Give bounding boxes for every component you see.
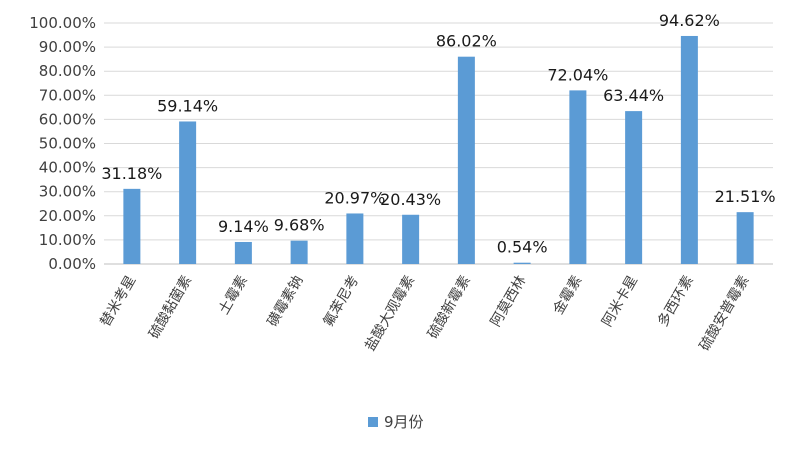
category-label: 硫酸新霉素	[425, 273, 474, 342]
category-label: 盐酸大观霉素	[362, 273, 418, 354]
y-tick-label: 40.00%	[39, 159, 96, 177]
data-label: 9.14%	[218, 217, 269, 236]
category-label: 氟苯尼考	[320, 273, 363, 330]
legend-swatch	[368, 417, 378, 427]
y-tick-label: 0.00%	[48, 255, 96, 273]
gridlines	[104, 22, 773, 265]
data-label: 72.04%	[547, 65, 608, 84]
data-label: 63.44%	[603, 86, 664, 105]
y-tick-label: 90.00%	[39, 38, 96, 56]
category-label: 替米考星	[97, 273, 139, 329]
y-tick-label: 20.00%	[39, 207, 96, 225]
data-label: 31.18%	[101, 164, 162, 183]
bar	[569, 90, 587, 264]
y-tick-label: 30.00%	[39, 183, 96, 201]
category-label: 金霉素	[550, 273, 585, 317]
x-axis-category-labels: 替米考星 硫酸黏菌素 土霉素 磺霉素钠 氟苯尼考 盐酸大观霉素 硫酸新霉素 阿莫西林 金霉素 阿米…	[97, 273, 752, 354]
data-label: 59.14%	[157, 96, 218, 115]
bar	[625, 111, 643, 265]
data-labels: 31.18% 59.14% 9.14% 9.68% 20.97%20.43% 86.02%…	[101, 11, 775, 257]
legend: 9月份	[368, 413, 424, 431]
y-tick-label: 100.00%	[29, 14, 96, 32]
bar	[736, 212, 754, 264]
category-label: 土霉素	[216, 273, 251, 317]
bar	[290, 240, 308, 264]
legend-label: 9月份	[384, 413, 424, 431]
category-label: 阿莫西林	[488, 273, 530, 329]
y-tick-label: 10.00%	[39, 231, 96, 249]
data-label: 20.43%	[380, 190, 441, 209]
bar	[457, 56, 475, 264]
y-tick-label: 80.00%	[39, 62, 96, 80]
y-tick-label: 50.00%	[39, 135, 96, 153]
category-label: 阿米卡星	[599, 273, 641, 329]
y-tick-label: 70.00%	[39, 86, 96, 104]
category-label: 硫酸安普霉素	[697, 273, 753, 354]
y-tick-label: 60.00%	[39, 110, 96, 128]
category-label: 多西环素	[654, 273, 697, 330]
data-label: 0.54%	[497, 238, 548, 257]
category-label: 磺霉素钠	[265, 273, 307, 329]
y-axis-tick-labels: 0.00% 10.00% 20.00% 30.00% 40.00% 50.00% 60.00…	[29, 14, 96, 273]
data-label: 86.02%	[436, 32, 497, 51]
category-label: 硫酸黏菌素	[146, 273, 195, 342]
data-label: 9.68%	[274, 216, 325, 235]
bar	[123, 188, 141, 264]
bar	[680, 35, 698, 264]
data-label: 21.51%	[715, 187, 776, 206]
data-label: 20.97%	[324, 188, 385, 207]
bar	[234, 241, 252, 264]
bar	[513, 262, 531, 264]
bar	[402, 214, 420, 264]
bar	[179, 121, 197, 265]
data-label: 94.62%	[659, 11, 720, 30]
bars	[123, 35, 754, 265]
bar	[346, 213, 364, 264]
